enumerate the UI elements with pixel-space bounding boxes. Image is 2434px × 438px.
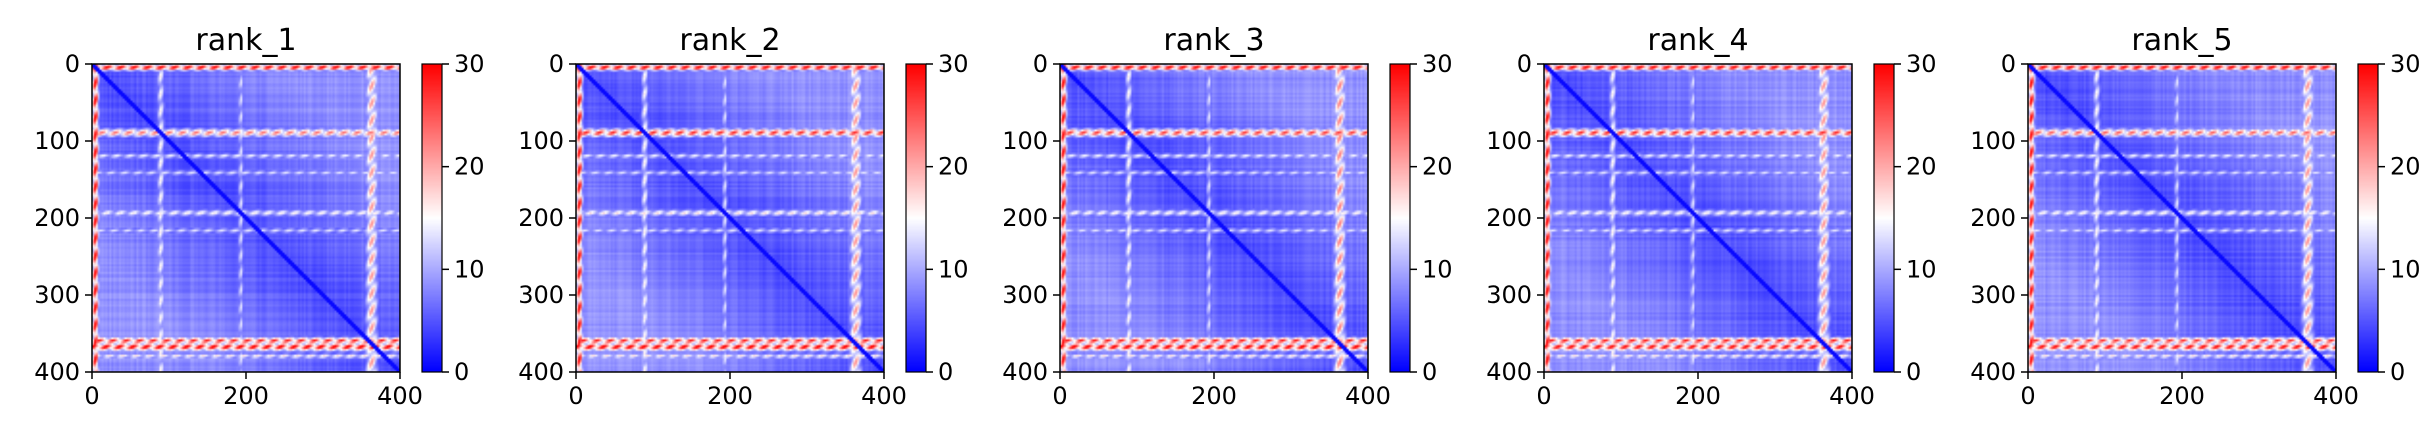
y-tick-label: 100: [518, 127, 564, 155]
colorbar-gradient: [906, 64, 926, 372]
y-tick-label: 0: [1033, 50, 1048, 78]
colorbar-tick-label: 30: [1422, 50, 1453, 78]
y-tick-label: 400: [1486, 358, 1532, 386]
colorbar-tick-label: 10: [1422, 255, 1453, 283]
colorbar-tick-label: 10: [938, 255, 969, 283]
colorbar-tick-label: 30: [2390, 50, 2421, 78]
heatmap-image: [1544, 64, 1852, 372]
colorbar-frame: [1873, 63, 1895, 373]
heatmap-image: [2028, 64, 2336, 372]
x-tick-label: 400: [861, 382, 907, 410]
y-tick-label: 400: [1970, 358, 2016, 386]
panel-title: rank_1: [195, 23, 296, 58]
colorbar-tick-label: 20: [1422, 153, 1453, 181]
y-tick-label: 400: [1002, 358, 1048, 386]
colorbar-tick-label: 30: [1906, 50, 1937, 78]
x-tick-label: 400: [2313, 382, 2359, 410]
colorbar-tick-label: 0: [938, 358, 953, 386]
colorbar-frame: [905, 63, 927, 373]
y-tick-label: 100: [1970, 127, 2016, 155]
panel-title: rank_5: [2131, 23, 2232, 58]
colorbar-frame: [1389, 63, 1411, 373]
colorbar-gradient: [422, 64, 442, 372]
y-tick-label: 0: [549, 50, 564, 78]
colorbar-tick-label: 20: [2390, 153, 2421, 181]
panel-title: rank_2: [679, 23, 780, 58]
colorbar-tick-label: 20: [938, 153, 969, 181]
x-tick-label: 400: [1345, 382, 1391, 410]
colorbar-tick-label: 20: [1906, 153, 1937, 181]
colorbar-frame: [2357, 63, 2379, 373]
colorbar-frame: [421, 63, 443, 373]
y-tick-label: 300: [1002, 281, 1048, 309]
y-tick-label: 300: [1486, 281, 1532, 309]
colorbar-tick-label: 0: [1422, 358, 1437, 386]
x-tick-label: 200: [223, 382, 269, 410]
x-tick-label: 0: [1536, 382, 1551, 410]
x-tick-label: 0: [84, 382, 99, 410]
x-tick-label: 0: [1052, 382, 1067, 410]
heatmap-image: [1060, 64, 1368, 372]
colorbar-tick-label: 10: [454, 255, 485, 283]
y-tick-label: 400: [518, 358, 564, 386]
colorbar-tick-label: 0: [454, 358, 469, 386]
y-tick-label: 200: [518, 204, 564, 232]
y-tick-label: 200: [1970, 204, 2016, 232]
x-tick-label: 200: [707, 382, 753, 410]
y-tick-label: 400: [34, 358, 80, 386]
x-tick-label: 200: [1191, 382, 1237, 410]
x-tick-label: 200: [2159, 382, 2205, 410]
y-tick-label: 100: [1486, 127, 1532, 155]
y-tick-label: 300: [1970, 281, 2016, 309]
y-tick-label: 0: [2001, 50, 2016, 78]
y-tick-label: 100: [34, 127, 80, 155]
colorbar-tick-label: 0: [2390, 358, 2405, 386]
colorbar-gradient: [1390, 64, 1410, 372]
y-tick-label: 0: [1517, 50, 1532, 78]
y-tick-label: 100: [1002, 127, 1048, 155]
y-tick-label: 300: [518, 281, 564, 309]
colorbar-tick-label: 30: [454, 50, 485, 78]
colorbar-tick-label: 10: [1906, 255, 1937, 283]
colorbar-tick-label: 30: [938, 50, 969, 78]
x-tick-label: 400: [1829, 382, 1875, 410]
y-tick-label: 200: [34, 204, 80, 232]
panel-title: rank_4: [1647, 23, 1748, 58]
y-tick-label: 300: [34, 281, 80, 309]
panel-title: rank_3: [1163, 23, 1264, 58]
y-tick-label: 0: [65, 50, 80, 78]
colorbar-tick-label: 10: [2390, 255, 2421, 283]
x-tick-label: 0: [568, 382, 583, 410]
colorbar-gradient: [2358, 64, 2378, 372]
colorbar-tick-label: 0: [1906, 358, 1921, 386]
y-tick-label: 200: [1486, 204, 1532, 232]
y-tick-label: 200: [1002, 204, 1048, 232]
x-tick-label: 400: [377, 382, 423, 410]
colorbar-gradient: [1874, 64, 1894, 372]
colorbar-tick-label: 20: [454, 153, 485, 181]
heatmap-image: [92, 64, 400, 372]
heatmap-image: [576, 64, 884, 372]
x-tick-label: 0: [2020, 382, 2035, 410]
x-tick-label: 200: [1675, 382, 1721, 410]
